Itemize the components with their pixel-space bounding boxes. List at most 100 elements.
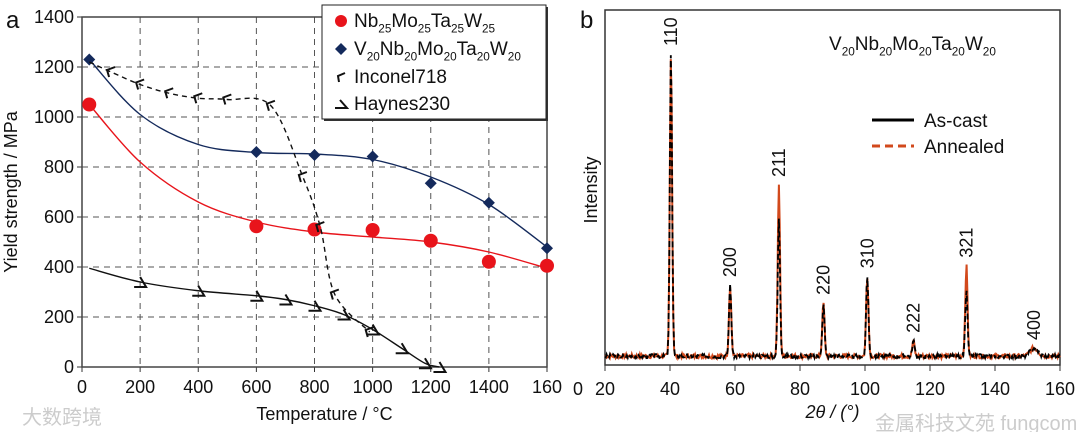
label-part: Ta	[457, 39, 478, 60]
x-tick-label: 20	[595, 379, 615, 399]
data-point-diamond	[308, 149, 321, 161]
data-marker-hook	[308, 300, 323, 312]
label-subscript: 20	[879, 46, 893, 59]
panel-a-yield-strength-chart: 0 200 400 600 800 1000 1200 1400 160020040060080…	[1, 4, 562, 424]
x-tick-label: 800	[299, 377, 329, 397]
peak-label-211: 211	[769, 148, 789, 177]
data-point-circle	[249, 219, 264, 234]
y-tick-label: 600	[44, 207, 74, 227]
x-tick-label: 40	[660, 379, 680, 399]
y-tick-label: 1200	[34, 57, 74, 77]
label-part: V	[354, 39, 367, 60]
label-subscript: 20	[952, 46, 966, 59]
x-tick-label: 0	[77, 377, 87, 397]
x-tick-label: 160	[532, 377, 562, 397]
label-part: V	[829, 34, 842, 55]
data-point-circle	[423, 233, 438, 248]
data-marker-hook	[250, 290, 265, 302]
label-part: Nb	[855, 34, 879, 55]
series-line-haynes230	[89, 267, 440, 368]
label-subscript: 20	[477, 51, 491, 64]
y-tick-label: 800	[44, 157, 74, 177]
data-marker-hook	[418, 357, 433, 370]
y-tick-label: 1400	[34, 7, 74, 27]
data-marker-hook	[279, 293, 294, 306]
x-tick-label: 140	[980, 379, 1010, 399]
y-tick-label: 0	[64, 357, 74, 377]
peak-label-310: 310	[857, 238, 877, 268]
data-point-circle	[481, 254, 496, 269]
legend-label-annealed: Annealed	[924, 137, 1004, 158]
legend-label-haynes230: Haynes230	[354, 94, 450, 115]
data-point-diamond	[250, 146, 263, 158]
y-tick-label: 400	[44, 257, 74, 277]
label-subscript: 20	[508, 51, 522, 64]
legend-marker-hook	[336, 72, 346, 83]
label-subscript: 25	[378, 23, 392, 36]
data-marker-hook	[433, 361, 448, 373]
label-subscript: 20	[842, 46, 856, 59]
label-part: Nb	[380, 39, 404, 60]
x-tick-label: 1400	[469, 377, 509, 397]
data-marker-hook	[193, 92, 203, 104]
x-tick-label: 1000	[353, 377, 393, 397]
label-part: W	[490, 39, 508, 60]
y-axis-label: Yield strength / MPa	[1, 110, 21, 272]
data-marker-hook	[134, 276, 148, 288]
legend-label-inconel718: Inconel718	[354, 67, 447, 88]
x-tick-label: 200	[125, 377, 155, 397]
plot-frame	[604, 9, 1061, 366]
label-subscript: 20	[983, 46, 997, 59]
series-line-as-cast	[604, 55, 1061, 362]
y-tick-label: 200	[44, 307, 74, 327]
data-point-diamond	[83, 53, 96, 66]
data-marker-hook	[265, 99, 276, 112]
data-point-circle	[365, 223, 380, 237]
label-subscript: 25	[418, 23, 432, 36]
label-part: Mo	[391, 11, 417, 32]
label-part: W	[965, 34, 983, 55]
panel-label: b	[580, 7, 593, 34]
peak-label-321: 321	[956, 228, 976, 258]
label-subscript: 20	[444, 51, 458, 64]
panel-label: a	[6, 7, 20, 34]
label-subscript: 20	[919, 46, 933, 59]
legend-label-vnbmotaw: V20Nb20Mo20Ta20W20	[354, 39, 521, 64]
y-tick-label: 1000	[34, 107, 74, 127]
x-tick-label: 600	[241, 377, 271, 397]
peak-label-400: 400	[1024, 310, 1044, 340]
legend-box	[321, 4, 547, 120]
chart-title: V20Nb20Mo20Ta20W20	[829, 34, 996, 59]
x-tick-label: 100	[850, 379, 880, 399]
data-point-diamond	[366, 150, 379, 163]
x-tick-label: 1200	[411, 377, 451, 397]
peak-label-110: 110	[661, 17, 681, 46]
data-marker-hook	[192, 285, 207, 297]
data-point-diamond	[424, 177, 437, 190]
data-marker-hook	[329, 288, 340, 300]
watermark: 金属科技文苑 fungcom	[875, 412, 1077, 432]
data-marker-hook	[366, 323, 381, 336]
x-tick-label: 120	[915, 379, 945, 399]
plot-frame	[81, 16, 548, 368]
label-part: W	[464, 11, 482, 32]
data-marker-hook	[337, 308, 352, 321]
series-line-inconel718	[88, 61, 371, 333]
legend-marker-diamond	[335, 43, 347, 55]
x-axis-label: Temperature / °C	[256, 404, 392, 424]
panel-b-xrd-chart: 20 40 60 80 100 120 140 160 0 b 2θ / (°) Intensity V…	[573, 7, 1075, 422]
x-tick-label: 400	[183, 377, 213, 397]
data-marker-hook	[297, 171, 308, 183]
peak-label-200: 200	[720, 247, 740, 277]
label-part: Mo	[892, 34, 918, 55]
watermark: 大数跨境	[22, 406, 102, 429]
data-marker-hook	[134, 78, 145, 90]
peak-label-220: 220	[813, 265, 833, 295]
x-tick-label: 160	[1045, 379, 1075, 399]
data-point-diamond	[541, 242, 553, 255]
data-marker-hook	[105, 66, 116, 78]
data-marker-hook	[163, 87, 174, 99]
y-axis-label: Intensity	[581, 156, 601, 223]
peak-label-222: 222	[903, 303, 923, 333]
series-line-nb25mo25ta25w25	[88, 104, 548, 269]
